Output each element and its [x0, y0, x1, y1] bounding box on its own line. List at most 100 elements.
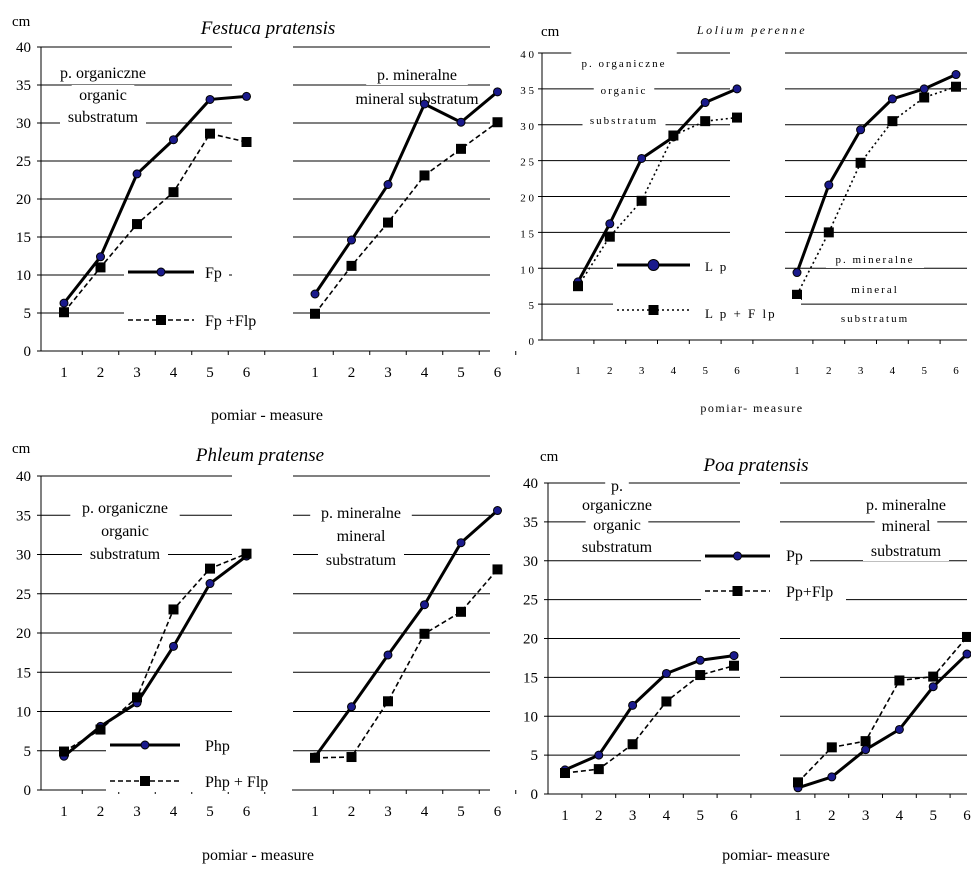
series-line-lp [576, 87, 738, 283]
data-point-square [59, 746, 69, 757]
data-point-square [951, 81, 961, 92]
data-point-square [456, 606, 466, 617]
data-point-circle [96, 252, 105, 262]
data-point-square [419, 170, 430, 181]
series-line-fp [313, 90, 499, 295]
x-tick-label: 5 [921, 365, 927, 377]
data-point-circle [894, 724, 904, 734]
legend-marker-square [648, 305, 659, 315]
group-label: p. mineralne [866, 497, 946, 514]
series-line-lp [795, 73, 957, 274]
annotation-bg [874, 516, 938, 536]
legend-label: Pp+Flp [786, 584, 833, 601]
data-point-square [695, 670, 706, 681]
annotation-bg [318, 550, 404, 570]
data-point-square [887, 116, 898, 127]
x-tick-label: 4 [170, 804, 178, 820]
y-tick-label: 20 [16, 192, 31, 208]
data-point-circle [919, 84, 929, 94]
y-tick-label: 5 [24, 744, 32, 760]
group-label: substratum [841, 313, 909, 325]
y-tick-label: 15 [16, 230, 31, 246]
group-label: organiczne [582, 497, 652, 514]
data-point-square [823, 227, 834, 238]
data-point-circle [456, 538, 466, 548]
chart-title: Phleum pratense [195, 445, 324, 466]
annotation-bg [82, 544, 168, 564]
x-tick-label: 6 [730, 808, 738, 824]
y-tick-label: 35 [16, 508, 31, 524]
y-tick-label: 20 [523, 632, 538, 648]
data-point-square [346, 752, 357, 763]
y-tick-label: 40 [523, 476, 538, 492]
data-point-square [560, 768, 570, 779]
series-line-php [313, 509, 499, 758]
data-point-circle [456, 117, 466, 127]
y-tick-label: 2 5 [520, 157, 534, 169]
data-point-circle [310, 289, 320, 299]
annotation-bg [574, 495, 660, 515]
data-point-square [205, 563, 215, 574]
data-point-circle [661, 668, 671, 678]
data-point-circle [887, 94, 897, 104]
legend-marker-circle [733, 551, 742, 561]
annotation-bg [60, 107, 146, 127]
data-point-circle [928, 682, 938, 692]
legend-bg [613, 299, 801, 321]
group-label: mineral [882, 518, 931, 535]
y-tick-label: 30 [523, 554, 538, 570]
data-point-circle [792, 268, 802, 278]
x-tick-label: 3 [629, 808, 637, 824]
y-tick-label: 30 [16, 548, 31, 564]
data-point-circle [861, 745, 871, 755]
annotation-bg [366, 65, 468, 85]
data-point-square [928, 671, 939, 682]
group-label: mineral substratum [355, 91, 479, 108]
y-tick-label: 1 0 [520, 264, 534, 276]
x-tick-label: 1 [794, 808, 802, 824]
chart-title: Festuca pratensis [200, 18, 336, 39]
group-label: mineral [851, 284, 899, 296]
data-point-square [383, 696, 393, 707]
x-tick-label: 5 [206, 804, 214, 820]
legend-label: L p + F lp [705, 306, 777, 321]
x-tick-label: 6 [734, 365, 740, 377]
y-tick-label: 3 5 [520, 85, 534, 97]
chart-panel-2: 0 5 1 0 1 5 2 0 2 5 3 0 3 5 4 0 Lolium perenne cm p… [520, 23, 967, 415]
x-axis-label: pomiar - measure [211, 407, 323, 424]
group-label: organic [593, 517, 641, 534]
y-tick-label: 40 [16, 469, 31, 485]
series-line-php+flp [63, 552, 247, 753]
data-point-circle [824, 180, 834, 190]
data-point-circle [169, 135, 178, 145]
y-tick-label: 1 5 [520, 228, 534, 240]
data-point-circle [420, 600, 429, 610]
chart-title: Poa pratensis [702, 455, 808, 476]
data-point-square [168, 604, 179, 615]
legend-label: Php + Flp [205, 774, 268, 791]
group-label: substratum [590, 115, 658, 127]
legend-marker-square [156, 315, 166, 325]
data-point-circle [59, 298, 69, 308]
group-label: p. mineralne [836, 254, 915, 266]
y-tick-label: 30 [16, 116, 31, 132]
group-label: mineral [337, 528, 386, 545]
data-point-square [168, 187, 179, 198]
y-tick-label: 2 0 [520, 193, 534, 205]
data-point-circle [132, 169, 142, 179]
data-point-square [661, 696, 672, 707]
data-point-circle [637, 153, 647, 163]
data-point-square [205, 128, 215, 139]
data-point-square [700, 116, 711, 127]
x-tick-label: 1 [311, 365, 319, 381]
series-line-fp [62, 94, 247, 305]
data-point-square [919, 92, 930, 103]
legend-marker-square [140, 776, 150, 786]
data-point-circle [383, 650, 393, 660]
x-tick-label: 2 [97, 804, 105, 820]
x-tick-label: 6 [953, 365, 959, 377]
data-point-circle [205, 94, 215, 104]
series-line-pp [564, 654, 735, 772]
